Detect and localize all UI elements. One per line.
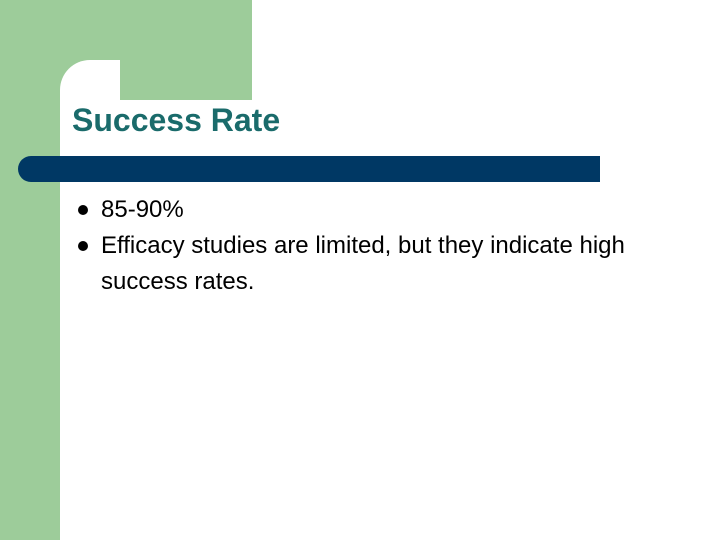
title: Success Rate: [72, 102, 281, 138]
rule-bar-fill: [40, 156, 600, 182]
green-bar: [0, 0, 60, 540]
bullet: Efficacy studies are limited, but they i…: [78, 228, 658, 300]
corner: [60, 60, 120, 120]
bullet: 85-90%: [78, 192, 658, 228]
bullet-list: 85-90% Efficacy studies are limited, but…: [78, 192, 658, 300]
